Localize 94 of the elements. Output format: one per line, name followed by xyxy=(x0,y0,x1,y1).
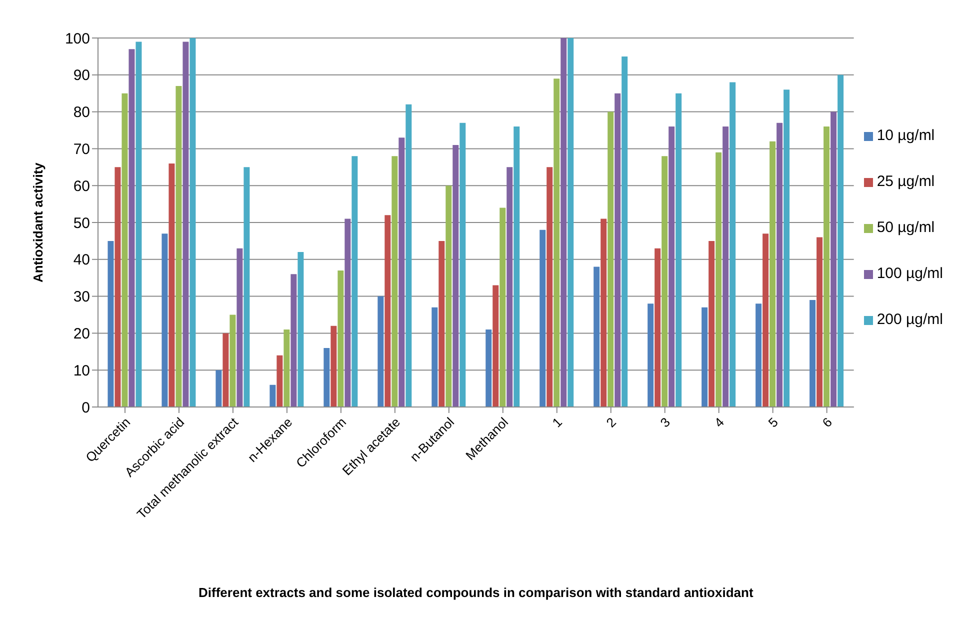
x-tick-label: 4 xyxy=(711,414,727,430)
bar xyxy=(168,163,175,407)
legend-label: 10 µg/ml xyxy=(876,127,935,144)
y-tick-label: 70 xyxy=(73,141,90,158)
bar xyxy=(190,38,196,407)
bar xyxy=(594,266,600,407)
legend-label: 100 µg/ml xyxy=(876,265,943,282)
y-tick-label: 40 xyxy=(73,252,90,269)
bar xyxy=(324,348,330,407)
bar xyxy=(662,156,668,407)
bar xyxy=(668,126,675,407)
bar xyxy=(162,234,168,407)
bar xyxy=(614,93,621,407)
bar xyxy=(378,296,384,407)
bar xyxy=(290,274,297,407)
legend-label: 200 µg/ml xyxy=(876,311,943,328)
bar xyxy=(770,141,776,407)
bar xyxy=(270,384,276,407)
x-tick-label: 2 xyxy=(603,414,619,430)
bar xyxy=(730,82,736,407)
bar xyxy=(136,42,142,407)
bar xyxy=(506,167,513,407)
bar xyxy=(216,370,222,407)
x-tick-label: 1 xyxy=(549,414,566,430)
bar xyxy=(824,126,830,407)
y-tick-label: 100 xyxy=(64,30,90,48)
x-tick-label: 6 xyxy=(819,414,835,430)
bar xyxy=(398,138,405,407)
bar xyxy=(446,186,452,407)
bar xyxy=(676,93,682,407)
x-tick-label: 5 xyxy=(765,414,781,430)
bar xyxy=(838,74,844,407)
y-tick-label: 90 xyxy=(73,67,90,84)
bar xyxy=(344,218,351,407)
y-tick-label: 80 xyxy=(73,104,90,122)
bar xyxy=(114,167,121,407)
bar xyxy=(276,355,283,407)
bar xyxy=(568,38,574,407)
y-tick-label: 0 xyxy=(82,399,90,416)
y-tick-label: 10 xyxy=(73,362,90,380)
bar xyxy=(236,248,243,407)
bar xyxy=(762,234,769,407)
bar xyxy=(406,104,412,407)
bar xyxy=(708,240,715,407)
y-tick-label: 30 xyxy=(73,288,90,306)
bar xyxy=(554,78,560,407)
bar xyxy=(352,156,358,407)
bar xyxy=(492,285,499,407)
bar xyxy=(756,304,762,407)
bar xyxy=(384,215,391,407)
bar xyxy=(500,208,506,407)
bar xyxy=(128,49,135,407)
bar xyxy=(514,126,520,407)
bar xyxy=(460,122,466,407)
bar xyxy=(654,248,661,407)
bar xyxy=(722,126,729,407)
bar xyxy=(244,167,250,407)
bar xyxy=(122,93,128,407)
bar xyxy=(432,307,438,407)
bar xyxy=(622,56,628,407)
y-tick-label: 60 xyxy=(73,178,90,195)
bar xyxy=(600,218,607,407)
bar xyxy=(776,122,783,407)
y-tick-label: 50 xyxy=(73,214,90,232)
y-tick-label: 20 xyxy=(73,326,90,343)
bar xyxy=(298,252,304,407)
bar xyxy=(560,38,567,407)
bar xyxy=(540,230,546,407)
bar xyxy=(830,112,837,407)
bar xyxy=(338,270,344,407)
bar xyxy=(176,86,182,407)
bar xyxy=(784,90,790,407)
bar xyxy=(702,307,708,407)
bar xyxy=(182,42,189,407)
bar xyxy=(816,237,823,407)
bar xyxy=(648,304,654,407)
x-tick-label: 3 xyxy=(657,414,673,430)
bar xyxy=(108,240,114,407)
bar xyxy=(546,167,553,407)
bar xyxy=(716,152,722,407)
x-axis-title: Different extracts and some isolated compounds in comparison with standard antioxidant xyxy=(198,585,754,600)
bar xyxy=(438,240,445,407)
bar xyxy=(230,314,236,407)
y-axis-title: Antioxidant activity xyxy=(30,162,46,282)
bar xyxy=(392,156,398,407)
bar xyxy=(284,330,290,407)
bar xyxy=(608,112,614,407)
bar xyxy=(330,326,337,407)
legend-label: 25 µg/ml xyxy=(876,173,935,190)
bar xyxy=(810,300,816,407)
legend-label: 50 µg/ml xyxy=(876,219,935,236)
bar xyxy=(222,333,229,407)
bar xyxy=(486,330,492,407)
bar xyxy=(452,145,459,407)
